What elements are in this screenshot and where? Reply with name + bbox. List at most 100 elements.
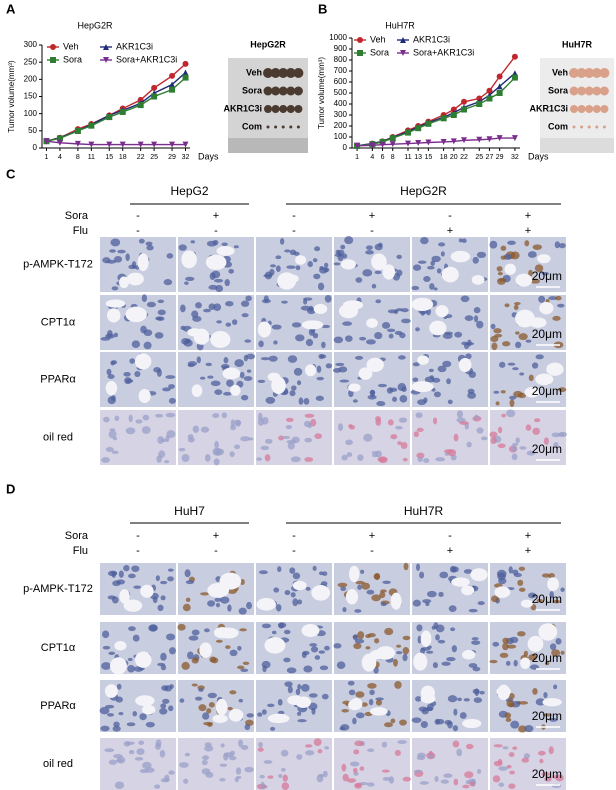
- cell: [435, 634, 440, 641]
- legend-marker: [50, 57, 56, 63]
- cell: [314, 655, 321, 660]
- vacuole: [218, 627, 239, 639]
- cell: [224, 279, 230, 287]
- cell: [181, 661, 190, 670]
- y-tick-label: 600: [334, 77, 348, 86]
- cell: [318, 353, 325, 360]
- cell: [155, 413, 164, 418]
- cell: [333, 262, 341, 266]
- condition-sign: -: [448, 210, 452, 222]
- cell: [223, 391, 232, 396]
- cell: [525, 339, 532, 343]
- cell: [162, 387, 171, 392]
- data-point: [450, 112, 457, 118]
- photo-row-label: Com: [548, 121, 568, 131]
- cell: [446, 378, 451, 385]
- cell: [265, 438, 273, 444]
- vacuole: [301, 624, 320, 638]
- cell: [528, 374, 534, 382]
- cell: [502, 746, 509, 750]
- cell: [108, 651, 116, 656]
- y-tick-label: 300: [24, 40, 38, 49]
- cell: [275, 265, 281, 272]
- cell: [316, 365, 322, 373]
- cell: [118, 570, 124, 578]
- vacuole: [256, 597, 276, 611]
- cell: [365, 339, 376, 345]
- cell: [440, 779, 449, 784]
- data-point: [182, 60, 189, 67]
- cell: [293, 367, 303, 376]
- cell: [309, 643, 318, 647]
- cell: [535, 698, 546, 706]
- cell: [141, 294, 148, 303]
- vacuole: [267, 713, 290, 724]
- panel-letter: B: [318, 1, 327, 16]
- vacuole: [123, 599, 143, 612]
- cell: [134, 757, 144, 761]
- cell: [267, 703, 275, 708]
- cell: [497, 443, 506, 449]
- cell: [502, 341, 511, 347]
- cell: [281, 767, 286, 772]
- y-tick-label: 900: [334, 44, 348, 53]
- cell: [512, 442, 519, 446]
- cell: [100, 336, 111, 341]
- legend-marker: [103, 44, 109, 50]
- data-point: [425, 139, 432, 146]
- x-tick-label: 13: [414, 154, 422, 161]
- cell: [353, 771, 359, 776]
- cell: [184, 281, 189, 285]
- tumor: [587, 125, 591, 129]
- cell: [337, 582, 348, 588]
- cell: [442, 360, 452, 368]
- cell: [307, 261, 313, 268]
- vacuole: [450, 250, 471, 263]
- cell: [111, 286, 119, 291]
- tumor: [577, 105, 586, 113]
- cell: [103, 416, 110, 423]
- cell: [352, 634, 359, 641]
- cell: [308, 693, 318, 698]
- series-line: [357, 137, 515, 147]
- y-tick-label: 800: [334, 55, 348, 64]
- cell: [168, 770, 175, 775]
- cell: [205, 362, 213, 367]
- cell: [515, 341, 522, 349]
- vacuole: [345, 589, 359, 605]
- vacuole: [515, 273, 533, 287]
- cell: [182, 603, 191, 612]
- cell: [507, 362, 516, 366]
- cell: [515, 437, 520, 444]
- cell: [396, 651, 403, 655]
- cell: [190, 240, 196, 244]
- x-tick-label: 18: [119, 154, 127, 161]
- cell: [460, 295, 470, 303]
- cell: [282, 774, 288, 782]
- cell: [324, 645, 330, 651]
- data-point: [106, 141, 113, 148]
- cell: [439, 571, 449, 579]
- condition-sign: +: [525, 545, 531, 557]
- cell: [456, 410, 464, 419]
- cell: [558, 431, 568, 437]
- cell: [128, 573, 136, 579]
- cell: [384, 627, 394, 636]
- cell: [315, 395, 324, 401]
- cell: [465, 743, 474, 750]
- cell: [374, 243, 383, 251]
- cell: [230, 424, 237, 431]
- cell: [437, 639, 446, 644]
- data-point: [88, 122, 95, 129]
- data-point: [440, 138, 447, 145]
- data-point: [496, 135, 503, 142]
- vacuole: [471, 274, 485, 285]
- cell: [291, 436, 300, 444]
- cell: [506, 644, 517, 649]
- vacuole: [520, 657, 531, 669]
- cell: [164, 685, 173, 692]
- cell: [261, 623, 272, 629]
- cell: [298, 397, 304, 405]
- data-point: [461, 98, 467, 105]
- cell: [518, 587, 526, 592]
